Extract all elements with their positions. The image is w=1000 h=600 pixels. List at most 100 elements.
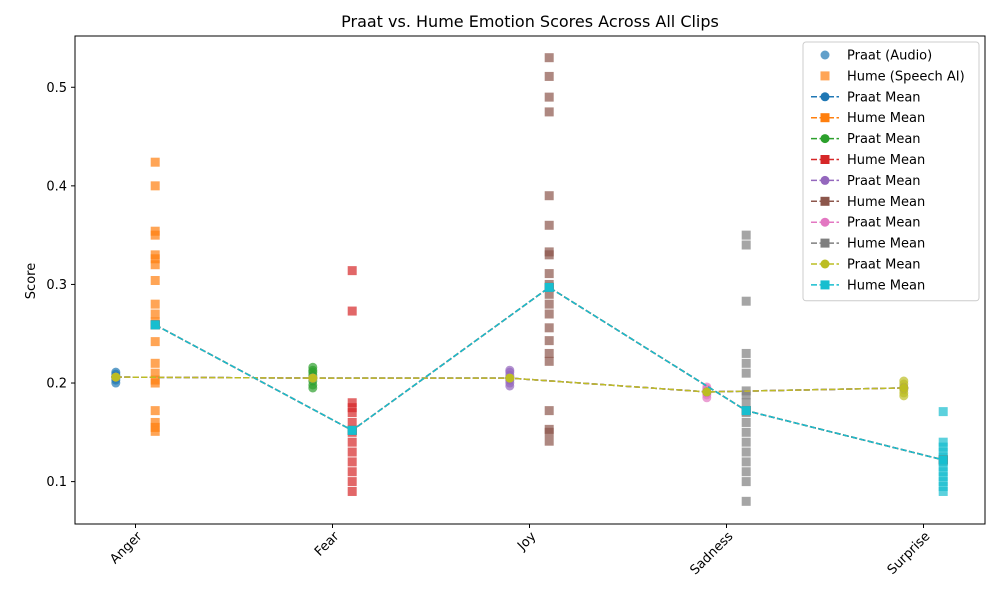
y-tick-label: 0.3: [46, 278, 67, 293]
y-tick-label: 0.1: [46, 475, 67, 490]
hume-point-fear: [347, 403, 357, 413]
hume-point-sadness: [741, 496, 751, 506]
hume-point-joy: [544, 269, 554, 279]
hume-point-sadness: [741, 230, 751, 240]
hume-point-joy: [544, 348, 554, 358]
hume-point-fear: [347, 398, 357, 408]
hume-point-anger: [150, 157, 160, 167]
hume-point-sadness: [741, 417, 751, 427]
legend: Praat (Audio) Hume (Speech AI) Praat Mean H…: [802, 41, 980, 302]
hume-point-anger: [150, 368, 160, 378]
hume-point-anger: [150, 181, 160, 191]
hume-point-joy: [544, 436, 554, 446]
hume-point-joy: [544, 220, 554, 230]
hume-point-sadness: [741, 296, 751, 306]
hume-point-sadness: [741, 427, 751, 437]
x-tick-label-sadness: Sadness: [687, 529, 736, 578]
y-tick-label: 0.4: [46, 179, 67, 194]
legend-marker-swatch: [820, 113, 830, 123]
hume-point-sadness: [741, 358, 751, 368]
praat-point-surprise: [899, 376, 909, 386]
hume-point-anger: [150, 260, 160, 270]
hume-point-fear: [347, 477, 357, 487]
hume-point-sadness: [741, 390, 751, 400]
hume-point-anger: [150, 378, 160, 388]
hume-point-sadness: [741, 437, 751, 447]
y-tick-label: 0.2: [46, 377, 67, 392]
legend-label: Praat Mean: [847, 174, 921, 189]
legend-label: Hume Mean: [847, 237, 925, 252]
hume-point-joy: [544, 71, 554, 81]
hume-point-joy: [544, 191, 554, 201]
hume-point-surprise: [938, 407, 948, 417]
legend-label: Praat Mean: [847, 216, 921, 231]
hume-point-sadness: [741, 477, 751, 487]
legend-box: [802, 41, 980, 302]
hume-point-joy: [544, 406, 554, 416]
praat-point-joy: [505, 365, 515, 375]
hume-point-anger: [150, 417, 160, 427]
hume-point-sadness: [741, 398, 751, 408]
legend-marker-swatch: [820, 71, 830, 81]
hume-point-surprise: [938, 482, 948, 492]
legend-marker-swatch: [820, 134, 830, 144]
hume-point-fear: [347, 417, 357, 427]
hume-point-fear: [347, 408, 357, 418]
hume-point-sadness: [741, 467, 751, 477]
hume-point-joy: [544, 309, 554, 319]
legend-marker-swatch: [820, 196, 830, 206]
chart-title: Praat vs. Hume Emotion Scores Across All…: [341, 12, 719, 31]
hume-point-anger: [150, 426, 160, 436]
x-tick-label-fear: Fear: [312, 529, 343, 560]
legend-marker-swatch: [820, 259, 830, 269]
hume-point-anger: [150, 309, 160, 319]
hume-point-fear: [347, 467, 357, 477]
legend-label: Praat Mean: [847, 90, 921, 105]
hume-point-sadness: [741, 457, 751, 467]
hume-point-surprise: [938, 447, 948, 457]
legend-label: Hume (Speech AI): [847, 69, 965, 84]
mean-marker: [899, 383, 909, 393]
y-axis: 0.1 0.2 0.3 0.4 0.5: [46, 81, 75, 490]
hume-point-surprise: [938, 486, 948, 496]
legend-marker-swatch: [820, 217, 830, 227]
hume-point-joy: [544, 107, 554, 117]
plot-area: [111, 53, 948, 506]
hume-point-joy: [544, 299, 554, 309]
hume-point-joy: [544, 92, 554, 102]
hume-point-sadness: [741, 447, 751, 457]
hume-point-anger: [150, 337, 160, 347]
hume-point-joy: [544, 53, 554, 63]
hume-point-surprise: [938, 472, 948, 482]
hume-point-joy: [544, 323, 554, 333]
mean-marker: [111, 372, 121, 382]
legend-label: Praat Mean: [847, 258, 921, 273]
legend-marker-swatch: [820, 50, 830, 60]
hume-point-joy: [544, 289, 554, 299]
hume-point-anger: [150, 254, 160, 264]
hume-point-anger: [150, 406, 160, 416]
hume-point-surprise: [938, 477, 948, 487]
hume-point-sadness: [741, 368, 751, 378]
mean-line-hume-9: [154, 286, 944, 461]
hume-point-sadness: [741, 348, 751, 358]
hume-point-anger: [150, 299, 160, 309]
hume-point-anger: [150, 275, 160, 285]
legend-label: Praat Mean: [847, 132, 921, 147]
hume-point-fear: [347, 486, 357, 496]
hume-point-joy: [544, 250, 554, 260]
hume-point-joy: [544, 427, 554, 437]
hume-point-fear: [347, 457, 357, 467]
legend-marker-swatch: [820, 92, 830, 102]
mean-marker: [938, 455, 948, 465]
hume-point-sadness: [741, 240, 751, 250]
praat-point-fear: [308, 362, 318, 372]
x-tick-label-anger: Anger: [107, 529, 145, 567]
mean-marker: [702, 387, 712, 397]
hume-point-fear: [347, 306, 357, 316]
hume-point-joy: [544, 356, 554, 366]
hume-point-fear: [347, 266, 357, 276]
y-tick-label: 0.5: [46, 81, 67, 96]
hume-point-joy: [544, 336, 554, 346]
x-axis: Anger Fear Joy Sadness Surprise: [107, 524, 933, 578]
